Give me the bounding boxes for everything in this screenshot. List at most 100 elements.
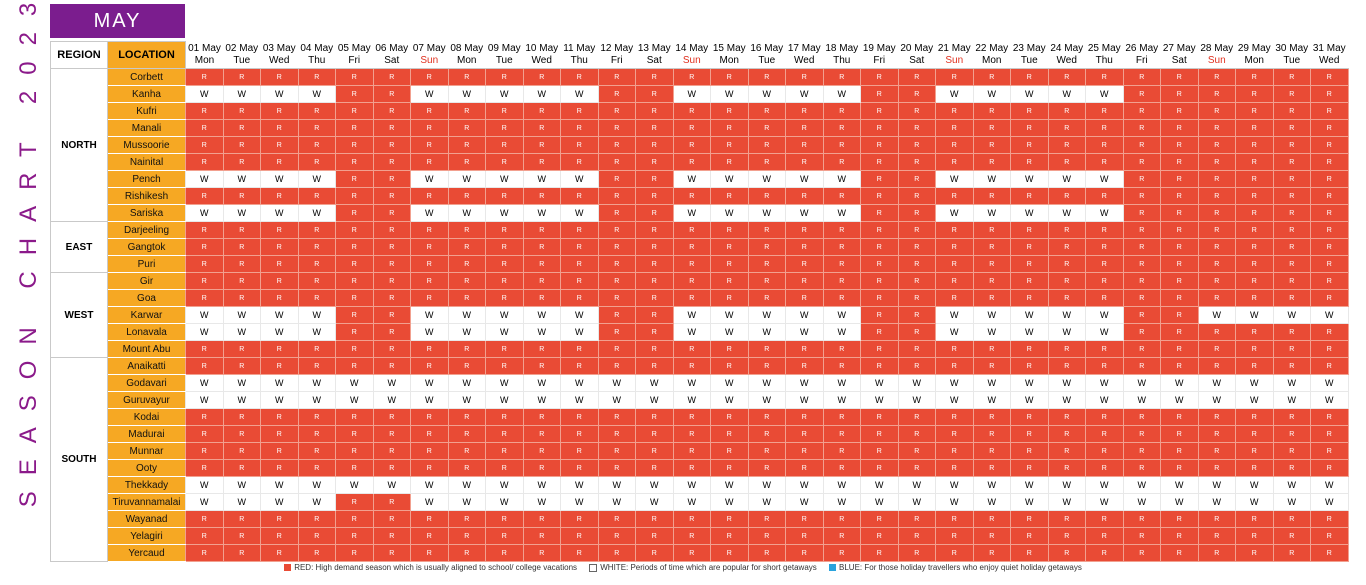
season-cell: R (447, 357, 486, 375)
season-cell: R (447, 187, 486, 205)
season-cell: R (1122, 544, 1161, 562)
season-cell: W (1272, 374, 1311, 392)
season-cell: R (710, 187, 749, 205)
season-cell: W (1272, 306, 1311, 324)
season-cell: R (1235, 357, 1274, 375)
season-cell: R (972, 459, 1011, 477)
date-header: 02 May Tue (223, 41, 261, 69)
season-cell: W (822, 204, 861, 222)
location-header: LOCATION (107, 41, 186, 69)
season-cell: R (1160, 289, 1199, 307)
season-cell: R (1310, 221, 1349, 239)
date-header: 24 May Wed (1048, 41, 1086, 69)
season-cell: R (1272, 357, 1311, 375)
season-cell: W (710, 391, 749, 409)
season-cell: R (335, 221, 374, 239)
season-cell: R (785, 119, 824, 137)
season-cell: R (260, 238, 299, 256)
season-cell: R (822, 425, 861, 443)
season-cell: R (597, 187, 636, 205)
season-cell: R (747, 68, 786, 86)
season-cell: W (747, 306, 786, 324)
season-cell: W (222, 493, 261, 511)
season-grid: REGION LOCATION 01 May Mon 02 May Tue 03 May… (50, 41, 1349, 562)
season-cell: R (785, 289, 824, 307)
season-cell: R (747, 459, 786, 477)
season-cell: R (1272, 238, 1311, 256)
season-cell: R (597, 221, 636, 239)
season-cell: R (1122, 119, 1161, 137)
season-cell: R (522, 459, 561, 477)
date-label: 29 May (1237, 42, 1271, 54)
legend-blue: BLUE: For those holiday travellers who e… (829, 563, 1082, 572)
table-row: Kodai R R R R R R R R R R R R R R R R R R R R R R R R R R R R R R R (51, 408, 1349, 426)
location-label: Kanha (107, 85, 186, 103)
season-cell: R (710, 425, 749, 443)
season-cell: R (672, 221, 711, 239)
season-cell: R (822, 408, 861, 426)
season-cell: W (1085, 204, 1124, 222)
season-cell: R (747, 102, 786, 120)
season-cell: R (785, 238, 824, 256)
season-cell: R (222, 408, 261, 426)
season-cell: R (1235, 425, 1274, 443)
season-cell: W (710, 493, 749, 511)
date-header: 26 May Fri (1123, 41, 1161, 69)
season-cell: R (260, 442, 299, 460)
season-cell: R (410, 187, 449, 205)
season-cell: R (372, 238, 411, 256)
season-cell: W (485, 391, 524, 409)
season-cell: R (747, 289, 786, 307)
season-cell: W (297, 85, 336, 103)
season-cell: R (635, 187, 674, 205)
season-cell: W (222, 85, 261, 103)
season-cell: R (860, 187, 899, 205)
season-cell: R (297, 442, 336, 460)
season-cell: R (1197, 272, 1236, 290)
season-cell: R (1197, 85, 1236, 103)
table-row: Manali R R R R R R R R R R R R R R R R R R R R R R R R R R R R R R R (51, 119, 1349, 137)
season-cell: R (185, 136, 224, 154)
season-cell: R (635, 289, 674, 307)
season-cell: R (597, 238, 636, 256)
season-cell: R (1197, 442, 1236, 460)
season-cell: R (785, 187, 824, 205)
season-cell: R (1310, 272, 1349, 290)
season-cell: R (672, 255, 711, 273)
season-cell: W (1160, 493, 1199, 511)
season-cell: R (485, 340, 524, 358)
table-row: Mount Abu R R R R R R R R R R R R R R R R R R R R R R R R R R R R R R R (51, 340, 1349, 358)
season-cell: R (935, 238, 974, 256)
season-cell: W (785, 170, 824, 188)
season-cell: R (1010, 340, 1049, 358)
season-cell: R (260, 289, 299, 307)
season-cell: R (447, 459, 486, 477)
season-cell: R (1272, 85, 1311, 103)
season-cell: W (672, 170, 711, 188)
season-cell: R (747, 340, 786, 358)
season-cell: R (485, 357, 524, 375)
season-cell: R (447, 527, 486, 545)
legend-red: RED: High demand season which is usually… (284, 563, 577, 572)
season-cell: R (447, 408, 486, 426)
season-cell: W (785, 391, 824, 409)
season-cell: R (1310, 425, 1349, 443)
season-cell: R (335, 238, 374, 256)
season-cell: W (1197, 493, 1236, 511)
season-cell: R (1085, 544, 1124, 562)
legend-white-text: WHITE: Periods of time which are popular… (600, 563, 817, 572)
season-cell: R (785, 221, 824, 239)
season-cell: W (747, 476, 786, 494)
season-cell: R (1085, 102, 1124, 120)
season-cell: R (710, 510, 749, 528)
season-cell: R (185, 221, 224, 239)
location-label: Munnar (107, 442, 186, 460)
season-cell: W (785, 204, 824, 222)
season-cell: R (297, 510, 336, 528)
season-cell: R (560, 238, 599, 256)
season-cell: R (1310, 204, 1349, 222)
season-cell: R (1310, 255, 1349, 273)
region-header: REGION (50, 41, 108, 69)
season-cell: R (447, 119, 486, 137)
season-cell: W (560, 323, 599, 341)
